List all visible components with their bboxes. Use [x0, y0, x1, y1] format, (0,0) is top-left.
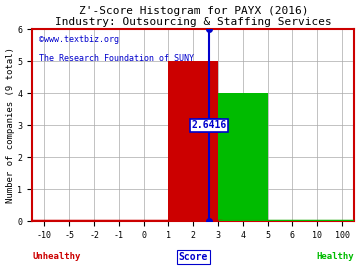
- Text: 2.6416: 2.6416: [192, 120, 227, 130]
- Title: Z'-Score Histogram for PAYX (2016)
Industry: Outsourcing & Staffing Services: Z'-Score Histogram for PAYX (2016) Indus…: [55, 6, 332, 27]
- Text: The Research Foundation of SUNY: The Research Foundation of SUNY: [39, 54, 194, 63]
- Text: ©www.textbiz.org: ©www.textbiz.org: [39, 35, 118, 44]
- Text: Unhealthy: Unhealthy: [32, 252, 80, 261]
- Bar: [168, 61, 218, 221]
- Text: Score: Score: [179, 252, 208, 262]
- Bar: [218, 93, 267, 221]
- Text: Healthy: Healthy: [317, 252, 355, 261]
- Y-axis label: Number of companies (9 total): Number of companies (9 total): [5, 47, 14, 203]
